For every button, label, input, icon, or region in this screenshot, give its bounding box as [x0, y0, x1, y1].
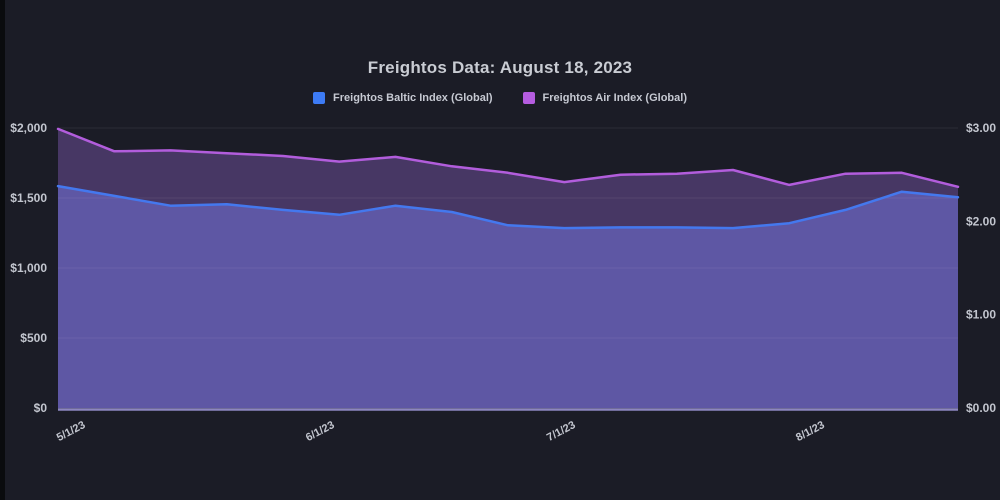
baltic-index-legend-label: Freightos Baltic Index (Global)	[333, 92, 493, 104]
y-axis-right-tick-label: $1.00	[966, 308, 996, 322]
baltic-index-swatch-icon	[313, 92, 326, 104]
y-axis-left-tick-label: $500	[20, 331, 47, 345]
air-index-line	[56, 127, 960, 189]
y-axis-right-tick-label: $0.00	[966, 401, 996, 415]
y-axis-left-tick-label: $1,500	[10, 191, 47, 205]
x-axis-tick-label: 8/1/23	[794, 419, 827, 444]
legend-item-air-index[interactable]: Freightos Air Index (Global)	[522, 92, 687, 104]
grid-lines	[58, 127, 958, 411]
y-axis-right-tick-label: $3.00	[966, 121, 996, 135]
x-axis-tick-label: 5/1/23	[55, 419, 88, 444]
left-edge-strip	[0, 0, 5, 500]
baltic-index-area	[58, 186, 958, 408]
y-axis-left-tick-label: $2,000	[10, 121, 47, 135]
y-axis-left-tick-label: $0	[34, 401, 48, 415]
y-axis-left-tick-label: $1,000	[10, 261, 47, 275]
legend-item-baltic-index[interactable]: Freightos Baltic Index (Global)	[313, 92, 493, 104]
x-axis-tick-label: 6/1/23	[304, 419, 337, 444]
baltic-index-line	[56, 184, 960, 230]
chart-title: Freightos Data: August 18, 2023	[367, 58, 633, 77]
air-index-swatch-icon	[522, 92, 535, 104]
air-index-legend-label: Freightos Air Index (Global)	[542, 92, 687, 104]
y-axis-right-tick-label: $2.00	[966, 214, 996, 228]
chart-legend: Freightos Baltic Index (Global) Freighto…	[0, 90, 1000, 106]
series-fills	[58, 128, 958, 408]
series-lines	[56, 127, 960, 230]
x-axis-tick-label: 7/1/23	[545, 419, 578, 444]
